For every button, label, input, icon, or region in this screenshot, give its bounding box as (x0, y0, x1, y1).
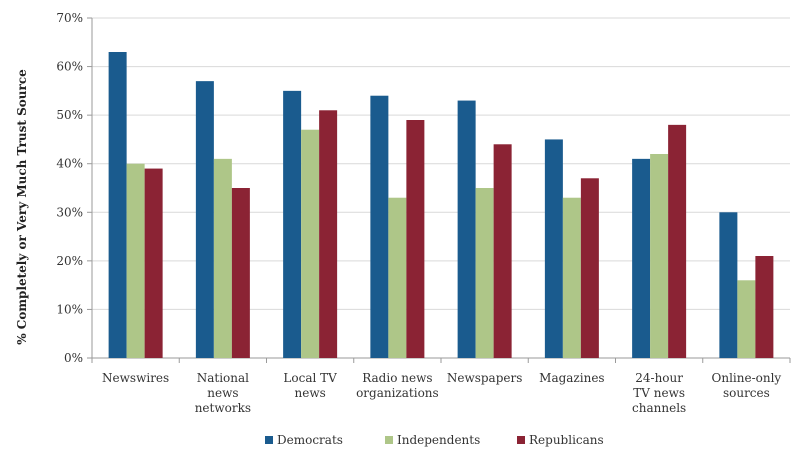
bars (108, 52, 774, 359)
x-category-label: Magazines (539, 371, 604, 385)
legend: Democrats Independents Republicans (265, 433, 604, 447)
legend-swatch-independents (385, 436, 393, 444)
bar-democrats (544, 139, 563, 358)
bar-independents (737, 280, 756, 358)
x-category-label: National news networks (195, 371, 251, 415)
y-tick-label: 40% (56, 157, 83, 171)
y-tick-label: 20% (56, 254, 83, 268)
y-tick-label: 10% (56, 302, 83, 316)
bar-independents (650, 154, 669, 358)
x-category-label: Radio news organizations (356, 371, 439, 400)
bar-independents (301, 129, 320, 358)
legend-label-republicans: Republicans (529, 433, 604, 447)
bar-republicans (755, 256, 774, 358)
bar-democrats (370, 95, 389, 358)
bar-republicans (406, 120, 425, 358)
x-category-label: Local TV news (283, 371, 337, 400)
y-tick-label: 30% (56, 205, 83, 219)
bar-republicans (493, 144, 512, 358)
y-tick-label: 50% (56, 108, 83, 122)
bar-republicans (580, 178, 599, 358)
bar-republicans (231, 188, 250, 358)
x-axis-categories: Newswires National news networks Local TV new… (102, 371, 781, 415)
bar-republicans (319, 110, 338, 359)
y-axis-label: % Completely or Very Much Trust Source (15, 69, 29, 345)
bar-republicans (668, 124, 687, 358)
y-axis-ticks: 0% 10% 20% 30% 40% 50% 60% 70% (56, 11, 83, 365)
bar-democrats (719, 212, 738, 358)
legend-label-democrats: Democrats (277, 433, 343, 447)
legend-label-independents: Independents (397, 433, 480, 447)
bar-independents (126, 163, 145, 358)
bar-democrats (108, 52, 127, 358)
x-category-label: 24-hour TV news channels (632, 371, 686, 415)
bar-democrats (283, 90, 302, 358)
bar-independents (213, 158, 232, 358)
bar-democrats (632, 158, 651, 358)
y-tick-label: 70% (56, 11, 83, 25)
x-category-label: Newswires (102, 371, 169, 385)
legend-swatch-republicans (517, 436, 525, 444)
bar-democrats (195, 81, 214, 359)
bar-independents (562, 197, 581, 358)
x-category-label: Online-only sources (712, 371, 782, 400)
bar-independents (475, 188, 494, 358)
x-category-label: Newspapers (447, 371, 523, 385)
bar-republicans (144, 168, 163, 358)
legend-swatch-democrats (265, 436, 273, 444)
bar-independents (388, 197, 407, 358)
y-tick-label: 0% (64, 351, 83, 365)
bar-democrats (457, 100, 476, 359)
y-tick-label: 60% (56, 60, 83, 74)
